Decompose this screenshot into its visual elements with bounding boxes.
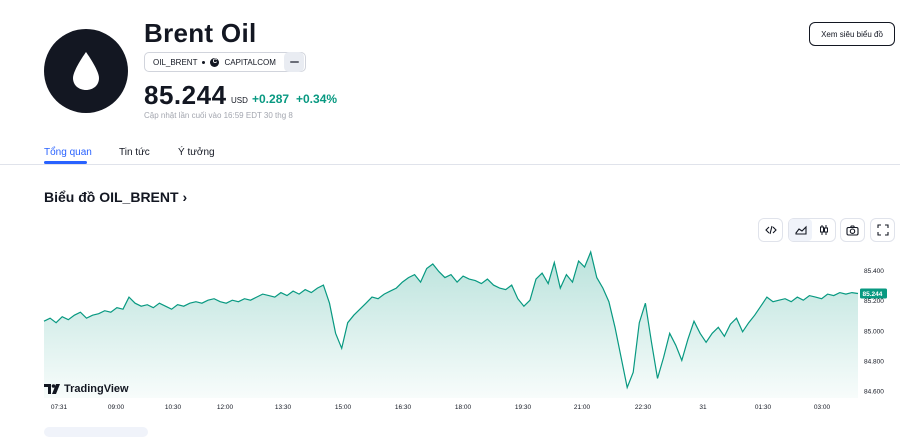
- x-tick-label: 10:30: [165, 404, 182, 411]
- area-chart-button[interactable]: [789, 219, 812, 241]
- fullscreen-icon: [871, 219, 894, 241]
- candles-icon: [819, 225, 828, 235]
- x-tick-label: 19:30: [515, 404, 532, 411]
- symbol-selector[interactable]: OIL_BRENT C CAPITALCOM: [144, 52, 306, 72]
- chart-section-title[interactable]: Biểu đồ OIL_BRENT ›: [44, 189, 187, 205]
- price-line: [43, 250, 859, 390]
- last-updated: Cập nhật lần cuối vào 16:59 EDT 30 thg 8: [144, 111, 293, 120]
- y-tick-label: 84.800: [864, 358, 884, 365]
- exchange-logo-icon: C: [210, 57, 220, 67]
- tab-news[interactable]: Tin tức: [119, 147, 150, 158]
- chart-section-title-text: Biểu đồ OIL_BRENT: [44, 189, 179, 205]
- x-tick-label: 01:30: [755, 404, 772, 411]
- tradingview-watermark: TradingView: [44, 383, 129, 395]
- chevron-right-icon: ›: [178, 189, 188, 205]
- x-tick-label: 22:30: [635, 404, 652, 411]
- x-tick-label: 16:30: [395, 404, 412, 411]
- x-tick-label: 31: [699, 404, 707, 411]
- x-tick-label: 12:00: [217, 404, 234, 411]
- price-change: +0.287: [252, 92, 290, 106]
- symbol-label: OIL_BRENT: [153, 57, 198, 67]
- symbol-logo: [44, 29, 128, 113]
- last-price-marker: [860, 288, 887, 299]
- x-tick-label: 09:00: [108, 404, 125, 411]
- page-title: Brent Oil: [144, 18, 257, 48]
- tab-overview[interactable]: Tổng quan: [44, 147, 92, 158]
- separator-dot: [202, 60, 206, 64]
- exchange-label: CAPITALCOM: [224, 57, 276, 67]
- snapshot-button[interactable]: [840, 218, 865, 242]
- brand-label: TradingView: [64, 383, 129, 395]
- candles-button[interactable]: [812, 219, 835, 241]
- embed-button[interactable]: [758, 218, 783, 242]
- y-tick-label: 85.400: [864, 268, 884, 275]
- y-tick-label: 85.000: [864, 328, 884, 335]
- x-tick-label: 15:00: [335, 404, 352, 411]
- chart-style-group: [788, 218, 836, 242]
- tab-ideas[interactable]: Ý tưởng: [178, 147, 215, 158]
- x-tick-label: 18:00: [455, 404, 472, 411]
- embed-code-icon: [759, 219, 782, 241]
- tradingview-logo-icon: [44, 384, 60, 394]
- price-chart[interactable]: 85.400 85.200 85.000 84.800 84.600 85.244 07:3…: [0, 250, 900, 415]
- active-tab-indicator: [44, 161, 87, 164]
- last-price-label: 85.244: [863, 291, 883, 298]
- fullscreen-button[interactable]: [870, 218, 895, 242]
- x-tick-label: 13:30: [275, 404, 292, 411]
- x-tick-label: 07:31: [51, 404, 68, 411]
- y-tick-label: 85.200: [864, 298, 884, 305]
- area-chart-icon: [794, 225, 807, 235]
- y-tick-label: 84.600: [864, 388, 884, 395]
- tab-bar: Tổng quan Tin tức Ý tưởng: [0, 142, 900, 165]
- x-tick-label: 03:00: [814, 404, 831, 411]
- camera-icon: [841, 219, 864, 241]
- x-tick-label: 21:00: [574, 404, 591, 411]
- price-area-fill: [44, 252, 858, 398]
- oil-drop-icon: [73, 52, 99, 90]
- view-supercharts-button[interactable]: Xem siêu biểu đồ: [809, 22, 895, 46]
- remove-from-watchlist-button[interactable]: [284, 52, 304, 72]
- last-price: 85.244: [144, 80, 227, 110]
- price-change-percent: +0.34%: [296, 92, 338, 106]
- currency-label: USD: [231, 96, 248, 105]
- more-button[interactable]: [44, 427, 148, 437]
- minus-icon: [289, 61, 299, 63]
